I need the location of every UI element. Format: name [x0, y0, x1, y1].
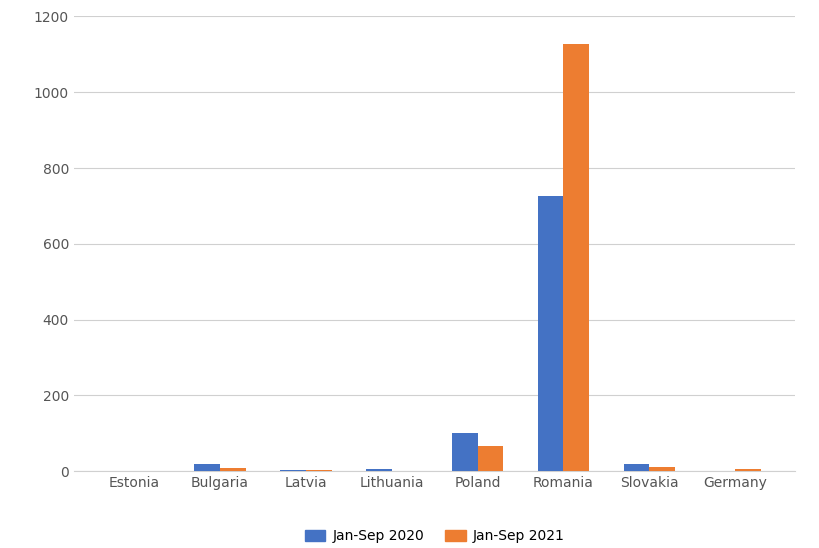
Bar [194, 464, 219, 471]
Bar [305, 470, 331, 471]
Bar [649, 467, 674, 471]
Bar [537, 196, 563, 471]
Bar [279, 470, 305, 471]
Bar [219, 468, 246, 471]
Bar [735, 470, 760, 471]
Bar [365, 470, 391, 471]
Bar [622, 465, 649, 471]
Bar [451, 433, 477, 471]
Bar [563, 44, 589, 471]
Legend: Jan-Sep 2020, Jan-Sep 2021: Jan-Sep 2020, Jan-Sep 2021 [299, 524, 569, 548]
Bar [477, 446, 503, 471]
